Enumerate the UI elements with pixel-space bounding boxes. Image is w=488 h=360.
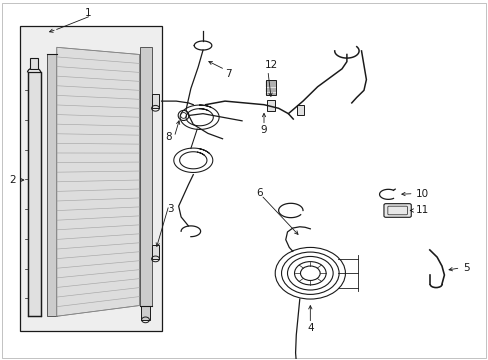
- Text: 11: 11: [415, 206, 428, 216]
- Polygon shape: [57, 47, 140, 316]
- Text: 6: 6: [255, 188, 262, 198]
- FancyBboxPatch shape: [383, 204, 410, 217]
- Text: 2: 2: [9, 175, 16, 185]
- Bar: [20, 26, 161, 330]
- Text: 8: 8: [165, 132, 172, 142]
- Bar: [152, 94, 159, 108]
- Text: 9: 9: [260, 125, 267, 135]
- Bar: [140, 47, 152, 306]
- Text: 12: 12: [264, 60, 277, 70]
- Text: 1: 1: [85, 8, 92, 18]
- Bar: [267, 100, 275, 111]
- Text: 7: 7: [225, 69, 232, 79]
- Text: 3: 3: [167, 204, 173, 214]
- Text: 5: 5: [462, 263, 468, 273]
- Bar: [141, 306, 150, 320]
- Bar: [27, 72, 41, 316]
- Bar: [266, 80, 276, 95]
- Bar: [47, 54, 57, 316]
- Bar: [296, 105, 304, 116]
- Bar: [30, 58, 38, 69]
- Text: 10: 10: [415, 189, 428, 199]
- Bar: [152, 244, 159, 259]
- Text: 4: 4: [306, 323, 313, 333]
